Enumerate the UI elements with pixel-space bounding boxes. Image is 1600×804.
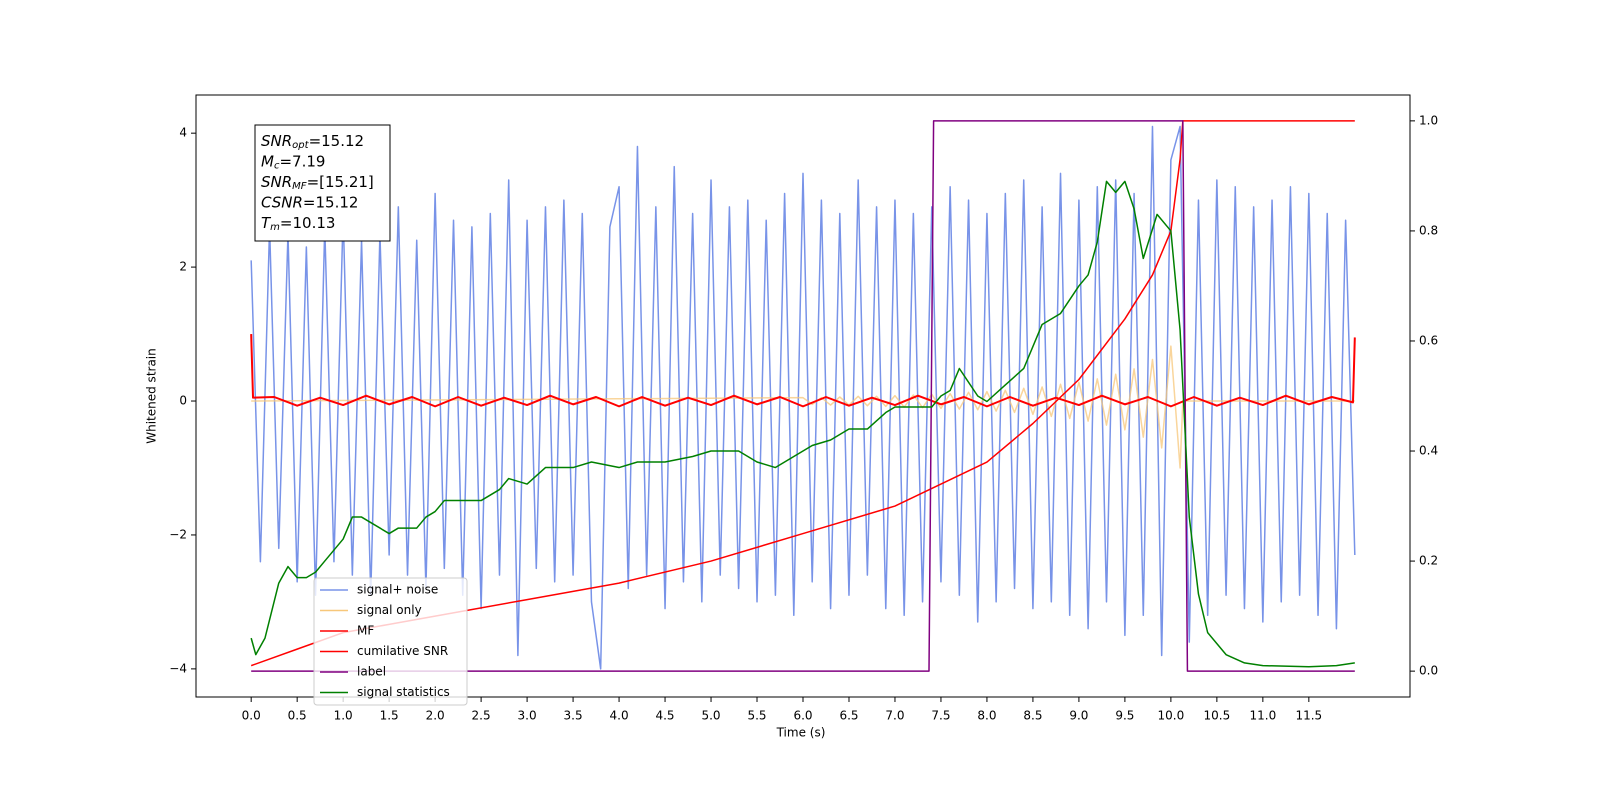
y-tick-label: 4 — [179, 126, 187, 140]
series-line — [250, 180, 1355, 668]
series-line — [250, 334, 1356, 408]
annotation-main: SNR — [261, 173, 292, 191]
x-axis-label: Time (s) — [776, 726, 826, 740]
y-tick-label: 2 — [179, 260, 187, 274]
annotation: Mc=7.19 — [261, 152, 325, 172]
x-tick-label: 5.5 — [747, 709, 766, 723]
series-line — [250, 125, 1356, 670]
x-tick-label: 4.5 — [655, 709, 674, 723]
legend-label: MF — [357, 624, 374, 638]
legend-box — [313, 577, 468, 706]
y2-tick-label: 0.2 — [1419, 554, 1438, 568]
annotation-main: T — [261, 214, 272, 232]
y-tick-label: 0 — [179, 394, 187, 408]
x-tick-label: 8.0 — [977, 709, 996, 723]
series-line — [251, 120, 1355, 672]
x-tick-label: 9.5 — [1115, 709, 1134, 723]
x-tick-label: 7.5 — [931, 709, 950, 723]
legend-label: signal+ noise — [357, 583, 438, 597]
annotation-value: =7.19 — [279, 152, 325, 170]
x-tick-label: 11.0 — [1249, 709, 1276, 723]
y-tick-label: −4 — [169, 661, 187, 675]
x-tick-label: 1.0 — [334, 709, 353, 723]
x-tick-label: 6.5 — [839, 709, 858, 723]
annotation-main: CSNR — [261, 193, 303, 211]
annotation: SNRopt=15.12 — [261, 132, 364, 152]
annotation: SNRMF=[15.21] — [261, 173, 374, 193]
annotation-sub: opt — [292, 140, 309, 151]
legend-label: signal statistics — [357, 685, 450, 699]
x-tick-label: 10.0 — [1158, 709, 1185, 723]
y2-tick-label: 1.0 — [1419, 113, 1438, 127]
y-tick-label: −2 — [169, 527, 187, 541]
annotation: CSNR=15.12 — [261, 193, 358, 211]
annotation-box — [254, 124, 391, 242]
x-tick-label: 7.0 — [885, 709, 904, 723]
x-tick-label: 5.0 — [701, 709, 720, 723]
x-tick-label: 2.5 — [472, 709, 491, 723]
x-tick-label: 3.5 — [564, 709, 583, 723]
x-tick-label: 3.0 — [518, 709, 537, 723]
annotation-value: =15.12 — [309, 132, 365, 150]
x-tick-label: 1.5 — [380, 709, 399, 723]
y2-tick-label: 0.6 — [1419, 333, 1438, 347]
x-tick-label: 6.0 — [793, 709, 812, 723]
series-line — [251, 345, 1355, 469]
y2-tick-label: 0.0 — [1419, 664, 1438, 678]
x-tick-label: 9.0 — [1069, 709, 1088, 723]
annotation-main: SNR — [261, 132, 292, 150]
annotation-value: =10.13 — [280, 214, 336, 232]
annotation-sub: c — [274, 161, 280, 172]
x-tick-label: 0.5 — [288, 709, 307, 723]
legend-label: label — [357, 665, 386, 679]
y-axis-label: Whitened strain — [145, 348, 159, 444]
y2-tick-label: 0.8 — [1419, 223, 1438, 237]
x-tick-label: 11.5 — [1295, 709, 1322, 723]
x-tick-label: 2.0 — [426, 709, 445, 723]
annotation-sub: m — [270, 222, 280, 233]
annotation-value: =15.12 — [303, 193, 359, 211]
y2-tick-label: 0.4 — [1419, 444, 1438, 458]
annotation: Tm=10.13 — [261, 214, 335, 234]
annotation-value: =[15.21] — [307, 173, 374, 191]
legend-label: cumilative SNR — [357, 644, 448, 658]
annotation-main: M — [261, 152, 274, 170]
legend-label: signal only — [357, 603, 422, 617]
x-tick-label: 8.5 — [1023, 709, 1042, 723]
x-tick-label: 0.0 — [242, 709, 261, 723]
x-tick-label: 10.5 — [1204, 709, 1231, 723]
annotation-sub: MF — [292, 181, 307, 192]
x-tick-label: 4.0 — [610, 709, 629, 723]
